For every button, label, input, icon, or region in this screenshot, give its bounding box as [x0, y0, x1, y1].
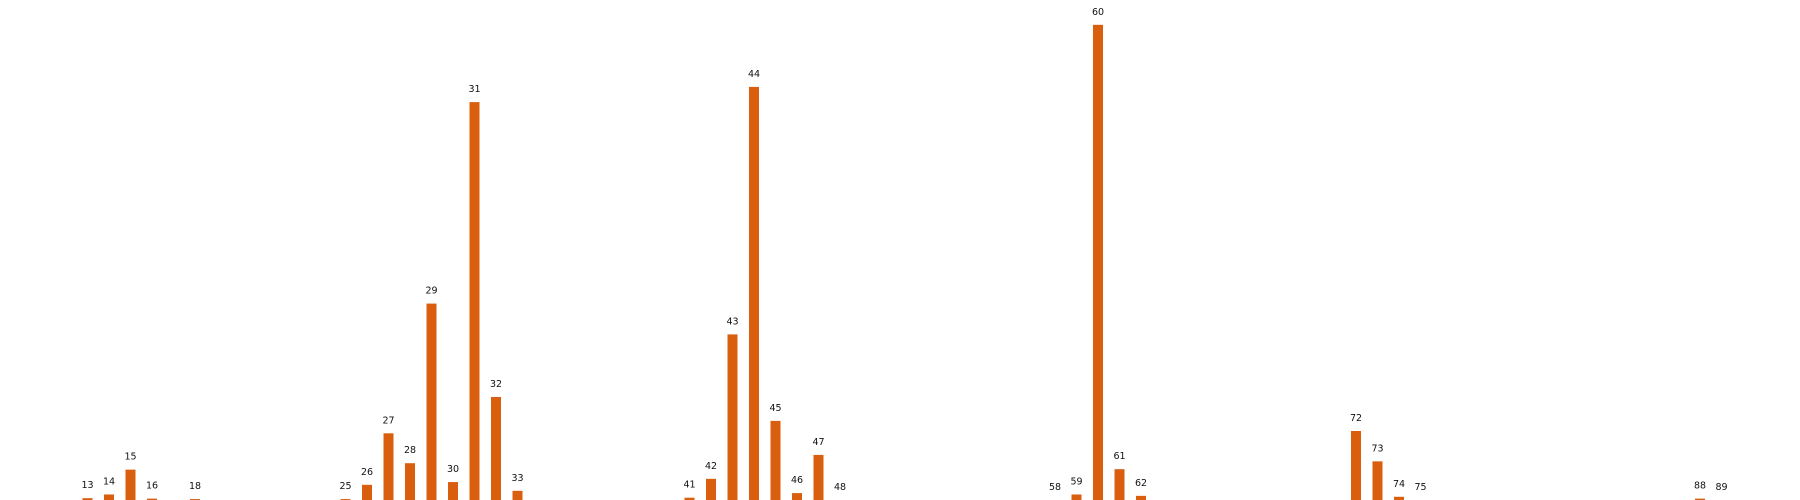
bar-label-13: 13	[81, 480, 93, 491]
bar-16	[147, 498, 157, 500]
bar-label-33: 33	[511, 473, 523, 484]
bar-label-15: 15	[124, 452, 136, 463]
bar-47	[813, 454, 824, 500]
bar-label-32: 32	[490, 379, 502, 390]
bar-72	[1351, 431, 1361, 500]
bar-73	[1372, 461, 1383, 500]
bar-label-42: 42	[705, 461, 717, 472]
bar-label-47: 47	[812, 437, 824, 448]
bar-label-60: 60	[1092, 7, 1104, 18]
bar-label-14: 14	[103, 476, 115, 487]
bar-label-89: 89	[1715, 482, 1727, 493]
bar-label-16: 16	[146, 481, 158, 492]
bar-label-43: 43	[726, 316, 738, 327]
bar-label-48: 48	[834, 482, 846, 493]
bar-62	[1136, 495, 1146, 500]
bar-label-28: 28	[404, 445, 416, 456]
bar-29	[426, 303, 437, 500]
bar-32	[491, 396, 501, 500]
bar-28	[405, 463, 415, 500]
bar-label-73: 73	[1371, 443, 1383, 454]
bar-88	[1695, 498, 1705, 500]
bar-label-31: 31	[468, 84, 480, 95]
bar-13	[82, 498, 93, 500]
bar-label-59: 59	[1070, 476, 1082, 487]
bar-45	[770, 420, 781, 500]
labels-layer: 13 14 15 16 18 25 26 27 28 29 30 31 32 33 41 42 43 44 45 46…	[81, 7, 1727, 493]
bar-33	[512, 490, 523, 500]
bar-61	[1114, 469, 1125, 500]
bar-41	[684, 497, 695, 500]
bar-label-27: 27	[382, 415, 394, 426]
bar-27	[383, 433, 394, 500]
bar-26	[362, 484, 372, 500]
bar-label-58: 58	[1049, 482, 1061, 493]
bar-74	[1394, 496, 1404, 500]
bar-60	[1093, 24, 1103, 500]
bars-layer	[82, 24, 1705, 500]
bar-label-18: 18	[189, 481, 201, 492]
bar-label-46: 46	[791, 475, 803, 486]
bar-42	[706, 478, 716, 500]
bar-label-75: 75	[1414, 482, 1426, 493]
bar-30	[448, 482, 458, 500]
bar-43	[727, 334, 738, 500]
bar-label-74: 74	[1393, 479, 1405, 490]
bar-44	[749, 86, 759, 500]
bar-label-72: 72	[1350, 413, 1362, 424]
bar-label-61: 61	[1113, 451, 1125, 462]
bar-31	[469, 102, 480, 500]
bar-label-30: 30	[447, 464, 459, 475]
bar-59	[1071, 494, 1082, 500]
bar-label-25: 25	[339, 481, 351, 492]
bar-label-62: 62	[1135, 478, 1147, 489]
bar-14	[104, 494, 114, 500]
bar-label-41: 41	[683, 480, 695, 491]
bar-label-29: 29	[425, 286, 437, 297]
bar-label-45: 45	[769, 403, 781, 414]
bar-label-88: 88	[1694, 481, 1706, 492]
bar-46	[792, 493, 802, 500]
bar-label-26: 26	[361, 467, 373, 478]
bar-15	[125, 469, 136, 500]
bar-label-44: 44	[748, 69, 760, 80]
